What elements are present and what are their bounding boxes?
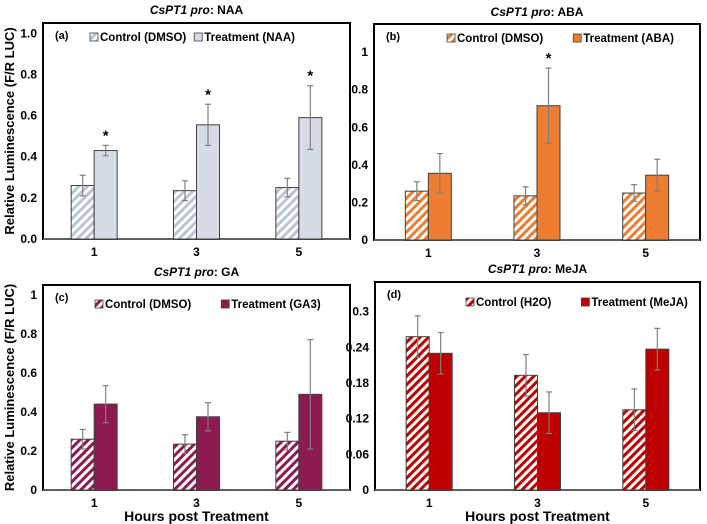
legend-swatch	[580, 297, 590, 307]
chart-panel-c: 0 0.2 0.4 0.6 0.8 1 1 3 5 (c) CsPT1 pro: GA Control…	[2, 265, 351, 524]
bar-treatment	[93, 150, 118, 240]
significance-star: *	[103, 127, 109, 144]
panel-label: (b)	[386, 31, 400, 43]
legend-swatch	[94, 299, 104, 309]
y-tick-label: 0.8	[20, 327, 37, 341]
y-tick-label: 0.06	[346, 447, 370, 461]
title-treatment: : GA	[214, 265, 240, 279]
y-axis-label: Relative Luminescence (F/R LUC)	[2, 284, 17, 491]
chart-title: CsPT1 pro: NAA	[150, 3, 244, 17]
y-tick-label: 1	[30, 288, 37, 302]
x-tick-label: 3	[534, 246, 541, 260]
y-tick-label: 0.24	[346, 340, 370, 354]
title-gene: CsPT1 pro	[491, 5, 551, 19]
title-gene: CsPT1 pro	[150, 3, 210, 17]
y-tick-label: 0.12	[346, 412, 370, 426]
title-gene: CsPT1 pro	[488, 262, 548, 276]
y-tick-label: 0.8	[20, 67, 37, 81]
legend-swatch	[572, 33, 582, 43]
x-axis-label: Hours post Treatment	[124, 508, 269, 524]
y-tick-label: 0.4	[351, 158, 368, 172]
y-tick-label: 0.4	[20, 150, 37, 164]
x-tick-label: 1	[425, 246, 432, 260]
x-tick-label: 5	[295, 245, 302, 259]
legend-label: Control (DMSO)	[457, 33, 543, 45]
y-tick-label: 0.4	[20, 405, 37, 419]
y-tick-label: 0.6	[351, 120, 368, 134]
title-treatment: : MeJA	[548, 262, 588, 276]
x-tick-label: 1	[426, 496, 433, 510]
y-tick-label: 0.0	[20, 232, 37, 246]
chart-panel-a: 0.0 0.2 0.4 0.6 0.8 1.0 1 3 5 * * * (a) CsPT1 pro: NA…	[2, 3, 351, 259]
x-axis-label: Hours post Treatment	[465, 508, 610, 524]
y-tick-label: 0.18	[346, 376, 370, 390]
y-tick-label: 0.2	[20, 191, 37, 205]
y-tick-label: 0	[361, 233, 368, 247]
y-tick-label: 1	[361, 45, 368, 59]
title-treatment: : NAA	[210, 3, 244, 17]
chart-title: CsPT1 pro: ABA	[491, 5, 584, 19]
y-tick-label: 0.6	[20, 366, 37, 380]
legend-swatch	[193, 32, 203, 42]
panel-label: (c)	[55, 292, 69, 304]
legend-label: Treatment (ABA)	[583, 33, 674, 45]
chart-panel-d: 0 0.06 0.12 0.18 0.24 0.3 1 3 5 (d) CsPT1 pro: MeJ…	[346, 262, 701, 524]
significance-star: *	[307, 68, 313, 85]
x-tick-label: 1	[91, 496, 98, 510]
y-axis-label: Relative Luminescence (F/R LUC)	[2, 27, 17, 234]
y-tick-label: 0.2	[351, 195, 368, 209]
legend-swatch	[465, 297, 475, 307]
y-tick-label: 0	[362, 483, 369, 497]
chart-title: CsPT1 pro: GA	[154, 265, 240, 279]
title-gene: CsPT1 pro	[154, 265, 214, 279]
chart-panel-b: 0 0.2 0.4 0.6 0.8 1 1 3 5 * (b) CsPT1 pro: ABA Contr…	[351, 5, 701, 260]
chart-title: CsPT1 pro: MeJA	[488, 262, 588, 276]
y-tick-label: 0.2	[20, 444, 37, 458]
y-tick-label: 0.6	[20, 109, 37, 123]
bar-control	[405, 336, 430, 491]
x-tick-label: 5	[295, 496, 302, 510]
legend-swatch	[220, 299, 230, 309]
significance-star: *	[546, 50, 552, 67]
y-tick-label: 0.8	[351, 83, 368, 97]
panel-label: (d)	[387, 289, 401, 301]
legend-label: Control (DMSO)	[105, 299, 191, 311]
x-tick-label: 3	[193, 496, 200, 510]
x-tick-label: 1	[91, 245, 98, 259]
x-tick-label: 5	[642, 246, 649, 260]
x-tick-label: 5	[642, 496, 649, 510]
legend-label: Treatment (GA3)	[231, 299, 321, 311]
legend-label: Control (H2O)	[476, 297, 552, 309]
legend-label: Treatment (NAA)	[204, 32, 295, 44]
legend-label: Control (DMSO)	[100, 32, 186, 44]
panel-label: (a)	[55, 30, 69, 42]
legend-swatch	[89, 32, 99, 42]
legend-swatch	[446, 33, 456, 43]
title-treatment: : ABA	[551, 5, 584, 19]
y-tick-label: 1.0	[20, 26, 37, 40]
x-tick-label: 3	[534, 496, 541, 510]
significance-star: *	[205, 86, 211, 103]
legend-label: Treatment (MeJA)	[591, 297, 688, 309]
y-tick-label: 0	[30, 483, 37, 497]
y-tick-label: 0.3	[352, 305, 369, 319]
x-tick-label: 3	[193, 245, 200, 259]
